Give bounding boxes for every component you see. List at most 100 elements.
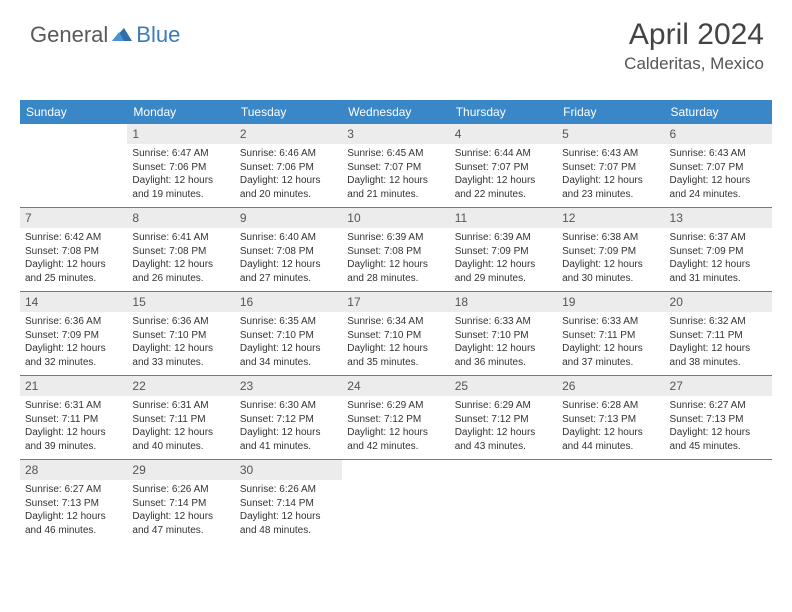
day-body: Sunrise: 6:38 AMSunset: 7:09 PMDaylight:… [557, 228, 664, 291]
sunset-line: Sunset: 7:08 PM [240, 245, 337, 259]
day-body: Sunrise: 6:43 AMSunset: 7:07 PMDaylight:… [557, 144, 664, 207]
day-cell: 23Sunrise: 6:30 AMSunset: 7:12 PMDayligh… [235, 376, 342, 459]
sunset-line: Sunset: 7:07 PM [670, 161, 767, 175]
sunrise-line: Sunrise: 6:30 AM [240, 399, 337, 413]
day-cell: 29Sunrise: 6:26 AMSunset: 7:14 PMDayligh… [127, 460, 234, 543]
day-cell: 20Sunrise: 6:32 AMSunset: 7:11 PMDayligh… [665, 292, 772, 375]
daylight-line: and 43 minutes. [455, 440, 552, 454]
sunrise-line: Sunrise: 6:43 AM [562, 147, 659, 161]
daylight-line: Daylight: 12 hours [25, 426, 122, 440]
day-cell: 13Sunrise: 6:37 AMSunset: 7:09 PMDayligh… [665, 208, 772, 291]
daylight-line: Daylight: 12 hours [562, 426, 659, 440]
sunset-line: Sunset: 7:09 PM [455, 245, 552, 259]
day-cell: 7Sunrise: 6:42 AMSunset: 7:08 PMDaylight… [20, 208, 127, 291]
day-cell: 1Sunrise: 6:47 AMSunset: 7:06 PMDaylight… [127, 124, 234, 207]
daylight-line: and 28 minutes. [347, 272, 444, 286]
day-body: Sunrise: 6:43 AMSunset: 7:07 PMDaylight:… [665, 144, 772, 207]
logo-text-1: General [30, 22, 108, 48]
daylight-line: Daylight: 12 hours [240, 342, 337, 356]
day-body: Sunrise: 6:26 AMSunset: 7:14 PMDaylight:… [127, 480, 234, 543]
daylight-line: Daylight: 12 hours [25, 342, 122, 356]
week-row: 21Sunrise: 6:31 AMSunset: 7:11 PMDayligh… [20, 376, 772, 460]
sunset-line: Sunset: 7:07 PM [347, 161, 444, 175]
daylight-line: and 25 minutes. [25, 272, 122, 286]
daylight-line: Daylight: 12 hours [132, 258, 229, 272]
daylight-line: Daylight: 12 hours [670, 258, 767, 272]
sunset-line: Sunset: 7:12 PM [347, 413, 444, 427]
daylight-line: Daylight: 12 hours [670, 174, 767, 188]
day-body: Sunrise: 6:33 AMSunset: 7:10 PMDaylight:… [450, 312, 557, 375]
location-label: Calderitas, Mexico [624, 54, 764, 74]
logo-text-2: Blue [136, 22, 180, 48]
daylight-line: and 40 minutes. [132, 440, 229, 454]
day-number: 3 [342, 124, 449, 144]
day-cell: . [557, 460, 664, 543]
sunset-line: Sunset: 7:10 PM [455, 329, 552, 343]
day-cell: 11Sunrise: 6:39 AMSunset: 7:09 PMDayligh… [450, 208, 557, 291]
sunset-line: Sunset: 7:08 PM [25, 245, 122, 259]
daylight-line: Daylight: 12 hours [25, 258, 122, 272]
daylight-line: Daylight: 12 hours [240, 258, 337, 272]
day-cell: 25Sunrise: 6:29 AMSunset: 7:12 PMDayligh… [450, 376, 557, 459]
day-body: Sunrise: 6:29 AMSunset: 7:12 PMDaylight:… [450, 396, 557, 459]
daylight-line: and 36 minutes. [455, 356, 552, 370]
day-cell: 10Sunrise: 6:39 AMSunset: 7:08 PMDayligh… [342, 208, 449, 291]
sunrise-line: Sunrise: 6:46 AM [240, 147, 337, 161]
day-cell: 14Sunrise: 6:36 AMSunset: 7:09 PMDayligh… [20, 292, 127, 375]
day-cell: . [450, 460, 557, 543]
sunset-line: Sunset: 7:14 PM [240, 497, 337, 511]
day-number: 21 [20, 376, 127, 396]
week-row: 7Sunrise: 6:42 AMSunset: 7:08 PMDaylight… [20, 208, 772, 292]
sunrise-line: Sunrise: 6:29 AM [347, 399, 444, 413]
daylight-line: and 19 minutes. [132, 188, 229, 202]
daylight-line: Daylight: 12 hours [347, 426, 444, 440]
daylight-line: Daylight: 12 hours [132, 342, 229, 356]
sunset-line: Sunset: 7:10 PM [132, 329, 229, 343]
daylight-line: Daylight: 12 hours [562, 342, 659, 356]
day-body: Sunrise: 6:41 AMSunset: 7:08 PMDaylight:… [127, 228, 234, 291]
daylight-line: Daylight: 12 hours [455, 342, 552, 356]
day-cell: 21Sunrise: 6:31 AMSunset: 7:11 PMDayligh… [20, 376, 127, 459]
day-cell: . [20, 124, 127, 207]
daylight-line: and 33 minutes. [132, 356, 229, 370]
sunset-line: Sunset: 7:06 PM [240, 161, 337, 175]
daylight-line: and 26 minutes. [132, 272, 229, 286]
day-cell: 9Sunrise: 6:40 AMSunset: 7:08 PMDaylight… [235, 208, 342, 291]
daylight-line: and 30 minutes. [562, 272, 659, 286]
sunrise-line: Sunrise: 6:34 AM [347, 315, 444, 329]
day-number: 13 [665, 208, 772, 228]
day-cell: 26Sunrise: 6:28 AMSunset: 7:13 PMDayligh… [557, 376, 664, 459]
daylight-line: and 39 minutes. [25, 440, 122, 454]
day-body: Sunrise: 6:39 AMSunset: 7:08 PMDaylight:… [342, 228, 449, 291]
day-number: 28 [20, 460, 127, 480]
day-number: 6 [665, 124, 772, 144]
sunrise-line: Sunrise: 6:28 AM [562, 399, 659, 413]
sunset-line: Sunset: 7:13 PM [25, 497, 122, 511]
day-number: 18 [450, 292, 557, 312]
sunrise-line: Sunrise: 6:27 AM [670, 399, 767, 413]
day-header-monday: Monday [127, 100, 234, 124]
day-body: Sunrise: 6:33 AMSunset: 7:11 PMDaylight:… [557, 312, 664, 375]
sunrise-line: Sunrise: 6:40 AM [240, 231, 337, 245]
day-number: 7 [20, 208, 127, 228]
week-row: 28Sunrise: 6:27 AMSunset: 7:13 PMDayligh… [20, 460, 772, 543]
daylight-line: and 42 minutes. [347, 440, 444, 454]
day-number: 20 [665, 292, 772, 312]
daylight-line: and 22 minutes. [455, 188, 552, 202]
sunset-line: Sunset: 7:11 PM [132, 413, 229, 427]
day-body: Sunrise: 6:44 AMSunset: 7:07 PMDaylight:… [450, 144, 557, 207]
logo-triangle-icon [112, 25, 132, 46]
day-number: 19 [557, 292, 664, 312]
day-body: Sunrise: 6:32 AMSunset: 7:11 PMDaylight:… [665, 312, 772, 375]
day-body: Sunrise: 6:27 AMSunset: 7:13 PMDaylight:… [665, 396, 772, 459]
sunrise-line: Sunrise: 6:45 AM [347, 147, 444, 161]
sunrise-line: Sunrise: 6:32 AM [670, 315, 767, 329]
day-cell: . [342, 460, 449, 543]
daylight-line: Daylight: 12 hours [347, 258, 444, 272]
day-body: Sunrise: 6:30 AMSunset: 7:12 PMDaylight:… [235, 396, 342, 459]
day-number: 17 [342, 292, 449, 312]
day-body: Sunrise: 6:31 AMSunset: 7:11 PMDaylight:… [127, 396, 234, 459]
sunset-line: Sunset: 7:06 PM [132, 161, 229, 175]
sunset-line: Sunset: 7:12 PM [240, 413, 337, 427]
week-row: .1Sunrise: 6:47 AMSunset: 7:06 PMDayligh… [20, 124, 772, 208]
